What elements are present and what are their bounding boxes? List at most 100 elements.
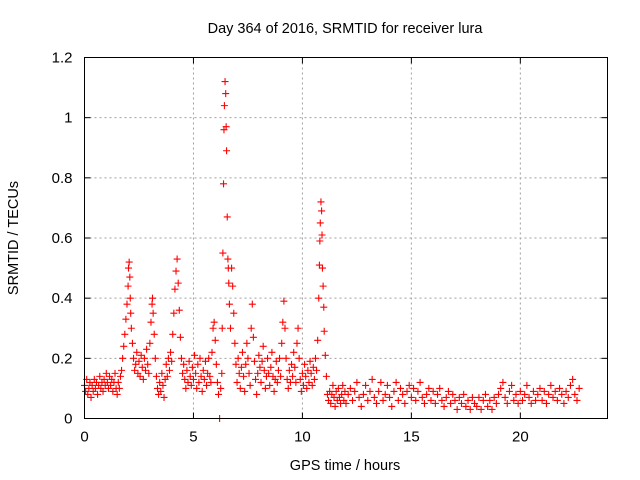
data-point (220, 102, 228, 110)
data-point (514, 399, 522, 407)
data-point (217, 384, 225, 392)
data-point (241, 387, 249, 395)
data-point (206, 372, 214, 380)
data-point (558, 390, 566, 398)
data-point (107, 381, 115, 389)
data-point (224, 255, 232, 263)
data-point (151, 354, 159, 362)
data-point (146, 339, 154, 347)
data-point (542, 399, 550, 407)
data-point (292, 378, 300, 386)
data-point (183, 366, 191, 374)
data-point (181, 375, 189, 383)
data-point (135, 357, 143, 365)
data-point (510, 396, 518, 404)
data-point (264, 354, 272, 362)
data-point (313, 366, 321, 374)
data-point (319, 282, 327, 290)
data-point (407, 393, 415, 401)
data-point (115, 384, 123, 392)
data-point (184, 378, 192, 386)
data-point (220, 180, 228, 188)
data-point (240, 372, 248, 380)
data-point (305, 378, 313, 386)
data-point (525, 393, 533, 401)
data-point (130, 354, 138, 362)
data-point (158, 369, 166, 377)
data-point (449, 390, 457, 398)
data-point (566, 381, 574, 389)
data-point (159, 381, 167, 389)
data-point (87, 393, 95, 401)
data-point (137, 351, 145, 359)
data-point (562, 387, 570, 395)
data-point (390, 387, 398, 395)
data-point (233, 378, 241, 386)
data-point (302, 372, 310, 380)
data-point (279, 318, 287, 326)
y-tick-label: 1 (64, 110, 72, 127)
data-point (138, 363, 146, 371)
data-point (464, 396, 472, 404)
data-point (383, 381, 391, 389)
data-point (429, 387, 437, 395)
data-point (399, 390, 407, 398)
data-point (314, 336, 322, 344)
data-point (116, 372, 124, 380)
data-point (339, 381, 347, 389)
data-point (186, 372, 194, 380)
data-point (160, 393, 168, 401)
x-tick-label: 15 (403, 429, 420, 446)
data-point (366, 387, 374, 395)
data-point (310, 375, 318, 383)
data-point (538, 396, 546, 404)
chart-title: Day 364 of 2016, SRMTID for receiver lur… (208, 21, 484, 37)
data-point (259, 342, 267, 350)
data-point (473, 402, 481, 410)
y-tick-label: 0.2 (52, 350, 73, 367)
data-point (386, 393, 394, 401)
data-point (414, 387, 422, 395)
data-point (316, 237, 324, 245)
data-point (122, 315, 130, 323)
data-point (466, 405, 474, 413)
data-point (320, 327, 328, 335)
data-point (283, 375, 291, 383)
data-point (298, 369, 306, 377)
data-point (268, 348, 276, 356)
data-point (225, 279, 233, 287)
data-point (394, 396, 402, 404)
data-point (311, 354, 319, 362)
y-tick-label: 0.8 (52, 170, 73, 187)
data-point (285, 366, 293, 374)
data-point (309, 363, 317, 371)
data-point (512, 390, 520, 398)
data-point (431, 399, 439, 407)
data-point (248, 300, 256, 308)
data-point (213, 378, 221, 386)
data-point (162, 360, 170, 368)
data-point (84, 390, 92, 398)
data-point (318, 264, 326, 272)
data-point (242, 360, 250, 368)
data-point (488, 405, 496, 413)
data-point (341, 387, 349, 395)
data-point (434, 390, 442, 398)
data-point (152, 372, 160, 380)
data-point (173, 255, 181, 263)
data-point (346, 384, 354, 392)
data-point (176, 333, 184, 341)
data-point (331, 402, 339, 410)
data-point (165, 366, 173, 374)
data-point (136, 372, 144, 380)
data-point (123, 300, 131, 308)
data-point (139, 375, 147, 383)
data-point (573, 396, 581, 404)
data-point (306, 357, 314, 365)
data-point (381, 390, 389, 398)
data-point (100, 375, 108, 383)
data-point (167, 348, 175, 356)
data-point (253, 390, 261, 398)
x-tick-label: 20 (512, 429, 529, 446)
